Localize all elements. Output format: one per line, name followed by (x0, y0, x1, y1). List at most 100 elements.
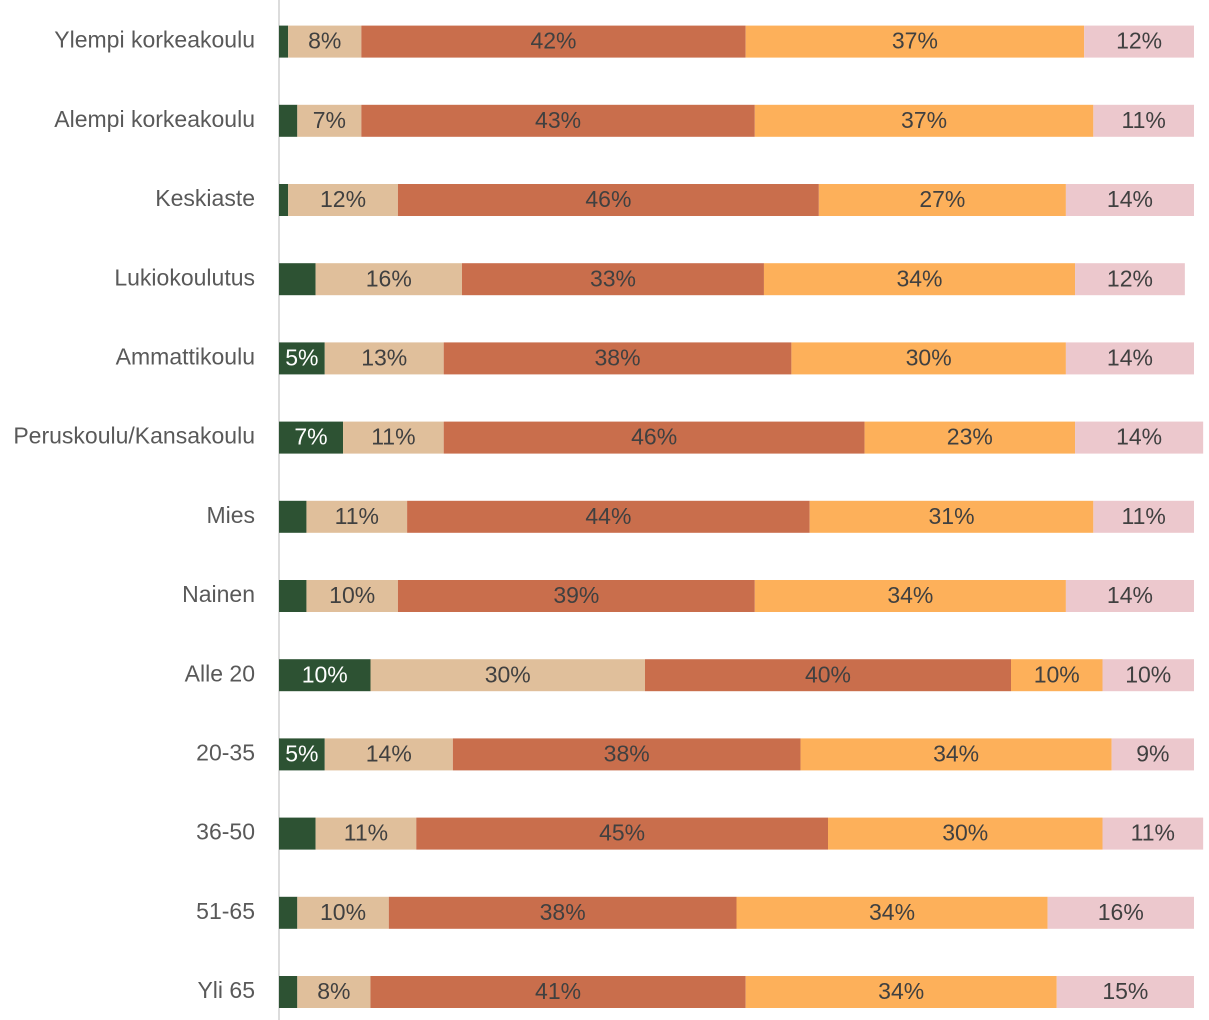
bar-segment (736, 896, 1048, 929)
bar-segment (1065, 184, 1194, 216)
data-label: 10% (320, 899, 366, 925)
bar-segment (397, 580, 755, 612)
bar-segment (1102, 659, 1194, 692)
bar-segment (315, 817, 417, 850)
bar-segment (462, 263, 764, 296)
data-label: 14% (1107, 582, 1153, 608)
bar-segment (370, 659, 645, 692)
data-label: 10% (329, 582, 375, 608)
y-tick-label: Nainen (182, 581, 255, 607)
data-label: 37% (892, 28, 938, 54)
bar-segment (306, 580, 398, 612)
bar-segment (297, 976, 371, 1008)
data-label: 30% (942, 820, 988, 846)
y-tick-label: Alempi korkeakoulu (54, 106, 255, 132)
bar-segment (361, 104, 755, 137)
bar-segment (645, 659, 1011, 692)
bar-segment (745, 976, 1057, 1008)
data-label: 14% (1107, 344, 1153, 370)
data-label: 9% (1136, 740, 1169, 766)
data-label: 14% (1107, 186, 1153, 212)
data-label: 16% (1098, 899, 1144, 925)
data-label: 10% (1034, 661, 1080, 687)
bar-segment (763, 263, 1076, 296)
y-tick-label: 20-35 (196, 739, 255, 765)
bar-segment (370, 976, 746, 1008)
bar-segment (279, 817, 316, 850)
data-label: 7% (313, 107, 346, 133)
bar-segment (818, 184, 1066, 216)
bar-segment (361, 25, 746, 58)
y-tick-label: Mies (206, 502, 255, 528)
bar-segment (297, 104, 362, 137)
bar-segment (1093, 500, 1194, 533)
bar-segment (279, 500, 307, 533)
bar-segment (1075, 421, 1204, 454)
data-label: 16% (366, 265, 412, 291)
data-label: 44% (585, 503, 631, 529)
data-label: 13% (361, 344, 407, 370)
data-label: 7% (294, 424, 327, 450)
bar-segment (288, 25, 362, 58)
bar-segment (279, 896, 298, 929)
data-label: 38% (604, 740, 650, 766)
bar-segment (745, 25, 1085, 58)
data-label: 12% (1107, 265, 1153, 291)
bar-segment (279, 738, 325, 771)
data-label: 14% (366, 740, 412, 766)
y-tick-label: Keskiaste (155, 185, 255, 211)
bar-segment (809, 500, 1094, 533)
bar-segment (279, 25, 289, 58)
bar-segment (279, 342, 325, 375)
bar-segment (1102, 817, 1204, 850)
bar-segment (279, 184, 289, 216)
bar-segment (279, 976, 298, 1008)
data-label: 10% (302, 661, 348, 687)
bar-segment (388, 896, 737, 929)
bar-segment (416, 817, 828, 850)
data-label: 34% (887, 582, 933, 608)
data-label: 37% (901, 107, 947, 133)
data-label: 10% (1125, 661, 1171, 687)
bar-segment (828, 817, 1103, 850)
bar-segment (443, 421, 865, 454)
data-label: 38% (595, 344, 641, 370)
y-tick-label: Alle 20 (185, 660, 255, 686)
data-label: 11% (335, 503, 379, 529)
data-label: 30% (906, 344, 952, 370)
bar-segment (297, 896, 389, 929)
data-label: 34% (869, 899, 915, 925)
data-label: 12% (320, 186, 366, 212)
data-label: 8% (308, 28, 341, 54)
data-label: 5% (285, 740, 318, 766)
bar-segment (306, 500, 408, 533)
bar-segment (279, 263, 316, 296)
data-label: 34% (878, 978, 924, 1004)
bar-segment (1075, 263, 1185, 296)
data-label: 11% (1131, 820, 1175, 846)
data-label: 11% (1122, 107, 1166, 133)
data-label: 34% (933, 740, 979, 766)
bar-segment (443, 342, 792, 375)
data-label: 38% (540, 899, 586, 925)
y-tick-label: Ylempi korkeakoulu (54, 27, 255, 53)
bar-segment (279, 104, 298, 137)
data-label: 45% (599, 820, 645, 846)
y-tick-label: 51-65 (196, 898, 255, 924)
bar-segment (1065, 342, 1194, 375)
bar-segment (279, 421, 344, 454)
data-label: 31% (929, 503, 975, 529)
bar-segment (407, 500, 810, 533)
bar-segment (324, 342, 444, 375)
bar-segment (315, 263, 462, 296)
data-label: 23% (947, 424, 993, 450)
bar-segment (864, 421, 1076, 454)
data-label: 14% (1116, 424, 1162, 450)
data-label: 46% (585, 186, 631, 212)
data-label: 33% (590, 265, 636, 291)
data-label: 5% (285, 344, 318, 370)
bar-segment (800, 738, 1112, 771)
data-label: 42% (530, 28, 576, 54)
